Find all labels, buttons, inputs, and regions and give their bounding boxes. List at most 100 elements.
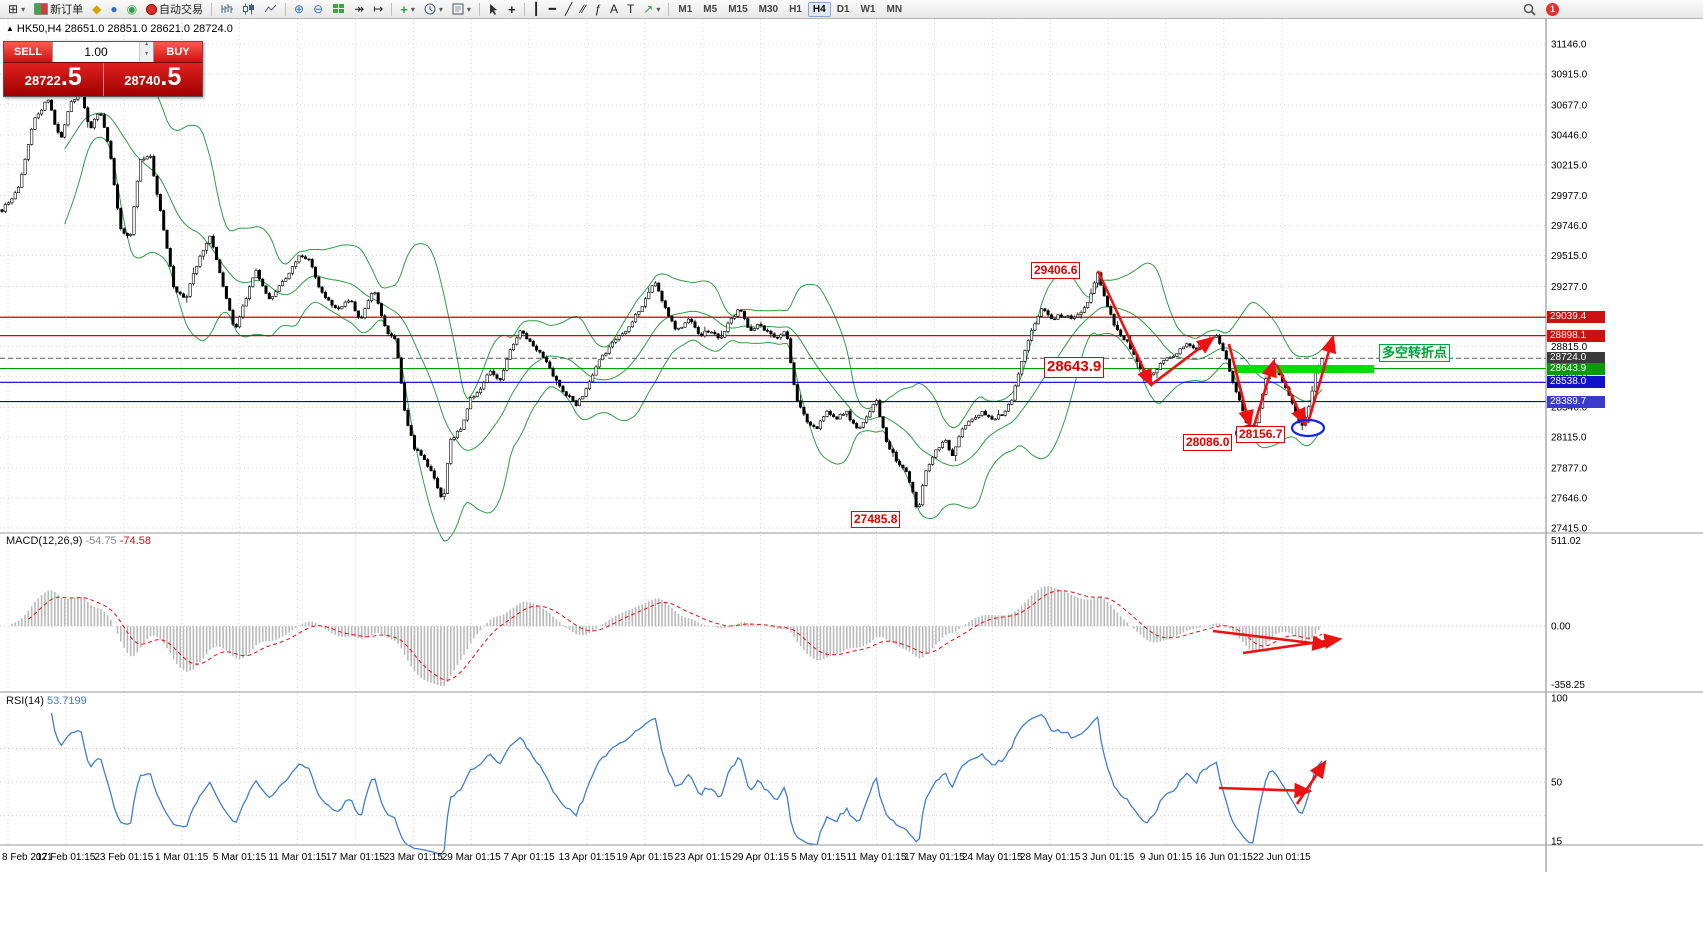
- chart-shift-button[interactable]: ↦: [369, 0, 387, 18]
- timeframe-d1-button[interactable]: D1: [836, 3, 850, 15]
- svg-text:29 Mar 01:15: 29 Mar 01:15: [442, 852, 501, 863]
- svg-text:28 May 01:15: 28 May 01:15: [1020, 852, 1081, 863]
- template-icon: [452, 3, 464, 15]
- chart-annotation[interactable]: 29406.6: [1031, 262, 1081, 279]
- svg-text:29515.0: 29515.0: [1551, 251, 1588, 262]
- price-axis-tag: 28643.9: [1547, 362, 1605, 375]
- svg-text:17 May 01:15: 17 May 01:15: [904, 852, 965, 863]
- sell-button[interactable]: SELL: [4, 42, 52, 62]
- autotrading-button[interactable]: 自动交易: [142, 0, 207, 18]
- trend-arrow[interactable]: [1306, 334, 1337, 424]
- sell-price: 28722.5: [4, 63, 103, 96]
- timeframe-m15-button[interactable]: M15: [728, 3, 748, 15]
- vertical-line-icon: ┃: [532, 2, 540, 16]
- volume-input[interactable]: [53, 42, 140, 62]
- svg-text:15: 15: [1551, 837, 1563, 848]
- fibonacci-icon: ƒ: [594, 2, 601, 16]
- timeframe-h4-button[interactable]: H4: [807, 1, 831, 17]
- chart-annotation[interactable]: 28086.0: [1183, 434, 1233, 451]
- horizontal-line-tool-button[interactable]: ━: [545, 0, 560, 18]
- volume-up-button[interactable]: ▲: [140, 42, 153, 52]
- fibonacci-tool-button[interactable]: ƒ: [590, 0, 605, 18]
- cursor-button[interactable]: [484, 0, 503, 18]
- toolbar-separator: [668, 2, 670, 16]
- trend-arrow[interactable]: [1295, 759, 1327, 805]
- tile-windows-icon: [333, 4, 345, 13]
- new-order-button[interactable]: 新订单: [30, 0, 87, 18]
- axes-layer[interactable]: 31146.0 30915.0 30677.0 30446.0 30215.0 29977…: [0, 19, 1703, 872]
- trend-arrow[interactable]: [1096, 270, 1153, 388]
- svg-text:100: 100: [1551, 694, 1568, 705]
- svg-text:29 Apr 01:15: 29 Apr 01:15: [732, 852, 789, 863]
- community-button[interactable]: ●: [106, 0, 121, 18]
- trend-arrow[interactable]: [1227, 343, 1254, 429]
- svg-text:511.02: 511.02: [1551, 536, 1581, 547]
- timeframe-h1-button[interactable]: H1: [789, 3, 802, 15]
- trend-arrow[interactable]: [1150, 336, 1216, 387]
- metaquotes-button[interactable]: ◆: [88, 0, 105, 18]
- zoom-out-button[interactable]: ⊖: [309, 0, 327, 18]
- candlestick-chart-button[interactable]: [238, 0, 259, 18]
- rsi-panel: [0, 712, 1546, 856]
- chart-annotation[interactable]: 28643.9: [1044, 357, 1105, 378]
- candles-layer: [0, 92, 1324, 509]
- chart-ohlc-title: ▲ HK50,H4 28651.0 28851.0 28621.0 28724.0: [6, 23, 233, 35]
- volume-spinner: ▲ ▼: [139, 42, 153, 62]
- tile-windows-button[interactable]: [328, 0, 349, 18]
- timeframe-mn-button[interactable]: MN: [886, 3, 903, 15]
- buy-button[interactable]: BUY: [154, 42, 202, 62]
- volume-down-button[interactable]: ▼: [140, 52, 153, 62]
- crosshair-button[interactable]: +: [504, 0, 520, 18]
- chart-canvas[interactable]: 31146.0 30915.0 30677.0 30446.0 30215.0 29977…: [0, 19, 1703, 942]
- vertical-line-tool-button[interactable]: ┃: [529, 0, 544, 18]
- svg-text:16 Jun 01:15: 16 Jun 01:15: [1195, 852, 1253, 863]
- chevron-down-icon: ▾: [438, 4, 443, 14]
- svg-text:7 Apr 01:15: 7 Apr 01:15: [504, 852, 556, 863]
- new-order-label: 新订单: [50, 4, 84, 16]
- svg-text:30215.0: 30215.0: [1551, 160, 1588, 171]
- timeframe-m1-button[interactable]: M1: [678, 3, 693, 15]
- autoscroll-button[interactable]: ↠: [350, 0, 368, 18]
- svg-text:-358.25: -358.25: [1551, 680, 1585, 691]
- indicators-plus-icon: +: [400, 1, 408, 17]
- notification-badge[interactable]: 1: [1546, 2, 1559, 16]
- search-button[interactable]: [1519, 0, 1540, 18]
- trendline-tool-button[interactable]: ╱: [561, 0, 576, 18]
- trend-arrow[interactable]: [1242, 633, 1343, 655]
- svg-text:27415.0: 27415.0: [1551, 524, 1588, 535]
- new-chart-button[interactable]: ⊞ ▾: [4, 0, 29, 18]
- label-tool-button[interactable]: T: [623, 0, 638, 18]
- periods-button[interactable]: ▾: [420, 0, 447, 18]
- svg-text:27646.0: 27646.0: [1551, 494, 1588, 505]
- templates-button[interactable]: ▾: [448, 0, 475, 18]
- trend-arrow[interactable]: [1218, 782, 1313, 799]
- timeframe-w1-button[interactable]: W1: [860, 3, 876, 15]
- channel-icon: ∕∕: [581, 2, 586, 16]
- bottom-circle[interactable]: [1290, 418, 1326, 438]
- svg-text:1 Mar 01:15: 1 Mar 01:15: [155, 852, 209, 863]
- trend-arrow[interactable]: [1251, 358, 1277, 430]
- timeframe-m30-button[interactable]: M30: [758, 3, 779, 15]
- svg-text:3 Jun 01:15: 3 Jun 01:15: [1082, 852, 1135, 863]
- chart-annotation[interactable]: 多空转折点: [1379, 344, 1451, 363]
- highlight-bar[interactable]: [1236, 365, 1374, 373]
- line-chart-button[interactable]: [260, 0, 281, 18]
- arrows-tool-button[interactable]: ↗ ▾: [639, 0, 664, 18]
- macd-name: MACD(12,26,9): [6, 535, 83, 547]
- trend-arrow[interactable]: [1275, 364, 1307, 427]
- ohlc-text: HK50,H4 28651.0 28851.0 28621.0 28724.0: [16, 23, 233, 35]
- zoom-in-button[interactable]: ⊕: [290, 0, 308, 18]
- help-button[interactable]: ◉: [123, 0, 141, 18]
- timeframe-m5-button[interactable]: M5: [703, 3, 718, 15]
- svg-text:50: 50: [1551, 778, 1563, 789]
- channel-tool-button[interactable]: ∕∕: [577, 0, 589, 18]
- text-tool-button[interactable]: A: [606, 0, 622, 18]
- bar-chart-button[interactable]: [216, 0, 237, 18]
- buy-price-frac: .5: [160, 63, 182, 91]
- one-click-trading-panel: SELL ▲ ▼ BUY 28722.5 28740.5: [3, 41, 203, 97]
- chart-annotation[interactable]: 28156.7: [1236, 426, 1286, 443]
- chart-annotation[interactable]: 27485.8: [851, 511, 901, 528]
- rsi-label: RSI(14) 53.7199: [6, 695, 87, 707]
- indicators-button[interactable]: + ▾: [396, 0, 419, 18]
